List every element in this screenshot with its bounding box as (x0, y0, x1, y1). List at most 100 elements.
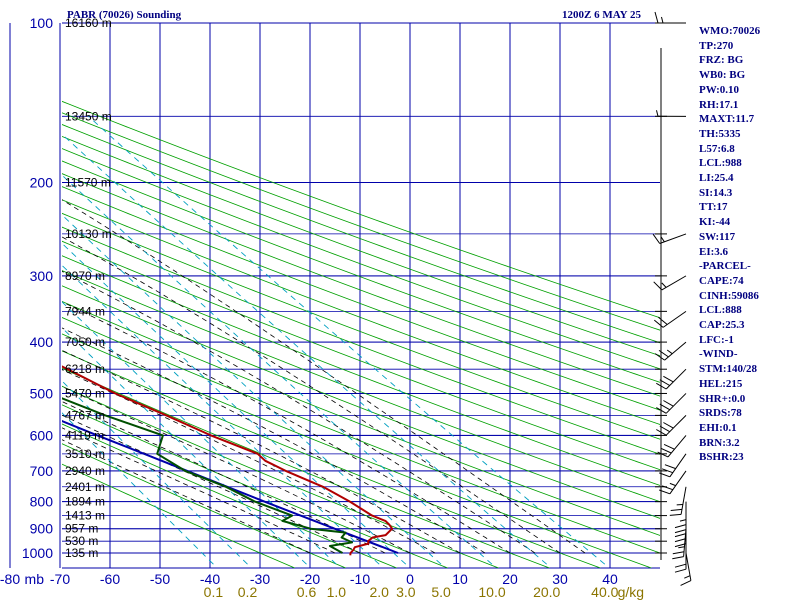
wind-barb (655, 414, 687, 436)
index-item: FRZ: BG (699, 54, 744, 67)
index-item: -WIND- (699, 348, 738, 361)
valid-time: 1200Z 6 MAY 25 (562, 9, 641, 21)
chart-title: PABR (70026) Sounding (67, 9, 182, 21)
temperature-tick-label: -60 (100, 571, 120, 587)
stability-indices-panel: WMO:70026 TP:270 FRZ: BG WB0: BG PW:0.10 RH:1… (699, 24, 760, 465)
moist-adiabat (62, 427, 336, 554)
index-item: CINH:59086 (699, 289, 759, 302)
index-item: LCL:888 (699, 304, 742, 317)
height-label: 8970 m (65, 269, 105, 283)
height-label: 3510 m (65, 447, 105, 461)
mixing-ratio-label: 20.0 (533, 584, 560, 600)
mixing-ratio-label: 3.0 (396, 584, 416, 600)
mixing-ratio-label: 1.0 (327, 584, 347, 600)
temperature-tick-label: -30 (250, 571, 270, 587)
temperature-tick-label: -80 (0, 571, 20, 587)
dry-adiabat (62, 186, 660, 411)
dry-adiabat (62, 148, 660, 370)
dry-adiabat (62, 100, 660, 319)
dry-adiabat (62, 226, 660, 455)
height-label: 530 m (65, 534, 98, 548)
height-label: 7050 m (65, 335, 105, 349)
height-label: 5470 m (65, 386, 105, 400)
wind-barb (655, 528, 687, 560)
temperature-tick-label: -50 (150, 571, 170, 587)
dry-adiabat (62, 385, 499, 568)
wind-barb (655, 552, 692, 586)
mixing-ratio-line (62, 174, 493, 565)
pressure-tick-label: 500 (30, 385, 54, 401)
dry-adiabat (62, 199, 660, 425)
index-item: EI:3.6 (699, 245, 729, 258)
thermodynamic-background (62, 100, 660, 568)
wind-barb (655, 392, 687, 414)
moist-adiabat (62, 386, 411, 554)
temperature-tick-label: 30 (552, 571, 568, 587)
temperature-trace (62, 365, 394, 556)
mixing-ratio-line (62, 242, 407, 565)
height-label: 2940 m (65, 464, 105, 478)
wind-barb (655, 368, 687, 390)
wind-barb (652, 233, 687, 244)
moist-adiabat (62, 349, 461, 554)
temperature-tick-label: 0 (406, 571, 414, 587)
wind-barb (653, 275, 687, 291)
dry-adiabat (62, 443, 346, 568)
moist-adiabat (62, 236, 561, 554)
mixing-ratio-label: 0.1 (204, 584, 224, 600)
pressure-tick-label: 900 (30, 521, 54, 537)
dry-adiabat (62, 423, 397, 568)
dry-adiabat (62, 255, 660, 486)
index-item: LI:25.4 (699, 172, 734, 185)
index-item: BRN:3.2 (699, 436, 740, 449)
index-item: MAXT:11.7 (699, 113, 755, 126)
dry-adiabat (62, 316, 660, 554)
dry-adiabat (62, 300, 660, 536)
index-item: -PARCEL- (699, 260, 751, 273)
mixing-ratio-label: 0.6 (297, 584, 317, 600)
height-label: 11570 m (65, 176, 111, 190)
height-label: 1413 m (65, 509, 105, 523)
height-label: 10130 m (65, 227, 112, 241)
pressure-tick-label: 700 (30, 463, 54, 479)
mixing-ratio-label: 0.2 (238, 584, 258, 600)
index-item: SW:117 (699, 230, 736, 243)
index-item: WMO:70026 (699, 25, 761, 37)
index-item: BSHR:23 (699, 451, 744, 464)
dry-adiabat (62, 367, 550, 568)
wind-barb (655, 453, 687, 478)
index-item: TP:270 (699, 39, 734, 52)
index-item: STM:140/28 (699, 363, 758, 376)
pressure-tick-label: 100 (30, 15, 54, 31)
wind-barb (655, 501, 687, 534)
temperature-tick-label: 20 (502, 571, 518, 587)
mixing-ratio-line (62, 264, 380, 565)
wind-barb (654, 11, 686, 24)
height-label: 13450 m (65, 109, 112, 123)
dry-adiabat (62, 240, 660, 471)
wind-barb-column (652, 11, 692, 586)
isobar-isotherm-grid (9, 22, 660, 569)
wind-barb (654, 341, 687, 361)
dry-adiabat (62, 333, 652, 568)
index-item: WB0: BG (699, 69, 746, 82)
index-item: TH:5335 (699, 127, 741, 140)
temperature-tick-label: -70 (50, 571, 70, 587)
wind-barb (655, 470, 687, 495)
height-label: 2401 m (65, 480, 105, 494)
dry-adiabat (62, 135, 660, 357)
index-item: KI:-44 (699, 216, 731, 229)
dewpoint-trace (62, 397, 353, 554)
index-item: LFC:-1 (699, 333, 734, 346)
index-item: CAP:25.3 (699, 319, 745, 332)
dry-adiabat (62, 112, 660, 331)
height-label: 6218 m (65, 362, 105, 376)
pressure-tick-label: 600 (30, 427, 54, 443)
wind-barb (655, 486, 687, 516)
index-item: RH:17.1 (699, 98, 739, 111)
pressure-tick-label: 800 (30, 494, 54, 510)
dry-adiabat (62, 212, 660, 440)
height-label: 16160 m (65, 16, 112, 30)
